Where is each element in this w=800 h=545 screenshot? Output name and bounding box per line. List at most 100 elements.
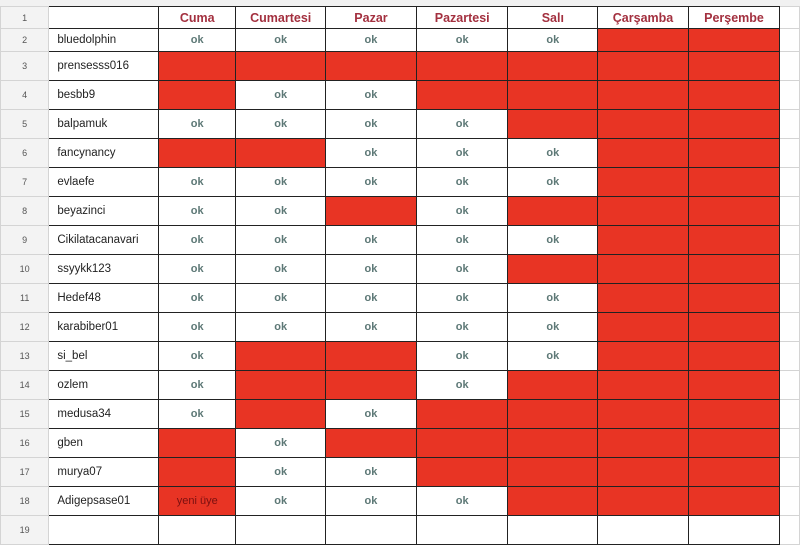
status-cell[interactable] [507, 399, 599, 429]
status-cell[interactable]: ok [324, 312, 418, 342]
status-cell[interactable] [687, 167, 781, 197]
status-cell[interactable] [507, 80, 599, 110]
status-cell[interactable] [235, 51, 326, 81]
username-cell[interactable]: medusa34 [48, 399, 160, 429]
row-number[interactable]: 8 [0, 196, 50, 226]
status-cell[interactable] [507, 196, 599, 226]
row-number[interactable]: 2 [0, 28, 50, 52]
status-cell[interactable]: ok [324, 167, 418, 197]
status-cell[interactable]: ok [235, 254, 326, 284]
status-cell[interactable] [597, 225, 689, 255]
status-cell[interactable] [415, 399, 509, 429]
status-cell[interactable] [507, 428, 599, 458]
status-cell[interactable]: ok [158, 370, 237, 400]
empty-cell[interactable] [779, 399, 800, 429]
status-cell[interactable] [507, 51, 599, 81]
status-cell[interactable]: ok [158, 254, 237, 284]
status-cell[interactable] [687, 399, 781, 429]
status-cell[interactable]: ok [415, 28, 509, 52]
status-cell[interactable] [597, 167, 689, 197]
status-cell[interactable]: ok [324, 457, 418, 487]
row-number[interactable]: 11 [0, 283, 50, 313]
status-cell[interactable] [597, 254, 689, 284]
status-cell[interactable]: ok [158, 196, 237, 226]
status-cell[interactable] [597, 457, 689, 487]
status-cell[interactable] [415, 51, 509, 81]
status-cell[interactable]: ok [415, 341, 509, 371]
status-cell[interactable]: ok [235, 486, 326, 516]
status-cell[interactable] [158, 457, 237, 487]
status-cell[interactable] [687, 486, 781, 516]
status-cell[interactable] [507, 457, 599, 487]
status-cell[interactable] [597, 399, 689, 429]
username-cell[interactable]: evlaefe [48, 167, 160, 197]
empty-cell[interactable] [779, 457, 800, 487]
cell-a1[interactable] [48, 6, 160, 29]
empty-cell[interactable] [779, 28, 800, 52]
row-number[interactable]: 13 [0, 341, 50, 371]
status-cell[interactable] [687, 109, 781, 139]
status-cell[interactable] [597, 341, 689, 371]
status-cell[interactable]: ok [158, 312, 237, 342]
status-cell[interactable]: ok [415, 225, 509, 255]
status-cell[interactable] [158, 428, 237, 458]
empty-cell[interactable] [779, 80, 800, 110]
username-cell[interactable]: si_bel [48, 341, 160, 371]
status-cell[interactable] [324, 341, 418, 371]
username-cell[interactable]: Hedef48 [48, 283, 160, 313]
status-cell[interactable] [687, 283, 781, 313]
status-cell[interactable] [597, 486, 689, 516]
row-number[interactable]: 15 [0, 399, 50, 429]
empty-cell[interactable] [779, 283, 800, 313]
row-number[interactable]: 12 [0, 312, 50, 342]
empty-cell[interactable] [779, 370, 800, 400]
username-cell[interactable]: Cikilatacanavari [48, 225, 160, 255]
status-cell[interactable] [597, 370, 689, 400]
status-cell[interactable]: ok [415, 196, 509, 226]
status-cell[interactable]: ok [158, 399, 237, 429]
status-cell[interactable] [324, 196, 418, 226]
status-cell[interactable]: ok [158, 283, 237, 313]
status-cell[interactable]: ok [235, 225, 326, 255]
status-cell[interactable]: ok [158, 28, 237, 52]
status-cell[interactable] [597, 196, 689, 226]
status-cell[interactable]: ok [235, 109, 326, 139]
status-cell[interactable]: ok [158, 225, 237, 255]
username-cell[interactable]: karabiber01 [48, 312, 160, 342]
column-header-pazartesi[interactable]: Pazartesi [415, 6, 509, 29]
status-cell[interactable]: ok [415, 312, 509, 342]
status-cell[interactable] [687, 254, 781, 284]
status-cell[interactable]: ok [235, 28, 326, 52]
row-number[interactable]: 16 [0, 428, 50, 458]
username-cell[interactable]: Adigepsase01 [48, 486, 160, 516]
status-cell[interactable]: ok [158, 341, 237, 371]
status-cell[interactable]: ok [324, 399, 418, 429]
status-cell[interactable] [324, 51, 418, 81]
empty-cell[interactable] [779, 51, 800, 81]
row-number[interactable]: 4 [0, 80, 50, 110]
column-header-carsamba[interactable]: Çarşamba [597, 6, 689, 29]
status-cell[interactable]: ok [415, 486, 509, 516]
status-cell[interactable] [687, 28, 781, 52]
status-cell[interactable]: ok [507, 341, 599, 371]
row-number[interactable]: 6 [0, 138, 50, 168]
status-cell[interactable]: ok [158, 109, 237, 139]
status-cell[interactable]: ok [235, 312, 326, 342]
status-cell[interactable] [507, 486, 599, 516]
status-cell[interactable]: ok [415, 138, 509, 168]
status-cell[interactable]: ok [507, 138, 599, 168]
status-cell[interactable]: ok [324, 283, 418, 313]
status-cell[interactable] [597, 428, 689, 458]
status-cell[interactable]: ok [235, 428, 326, 458]
status-cell[interactable]: ok [415, 109, 509, 139]
status-cell[interactable]: ok [415, 254, 509, 284]
status-cell[interactable]: ok [235, 457, 326, 487]
column-header-cumartesi[interactable]: Cumartesi [235, 6, 326, 29]
status-cell[interactable]: ok [507, 28, 599, 52]
row-number[interactable]: 7 [0, 167, 50, 197]
status-cell[interactable]: ok [415, 283, 509, 313]
status-cell[interactable] [158, 51, 237, 81]
username-cell[interactable]: besbb9 [48, 80, 160, 110]
status-cell[interactable]: ok [235, 196, 326, 226]
status-cell[interactable] [687, 370, 781, 400]
